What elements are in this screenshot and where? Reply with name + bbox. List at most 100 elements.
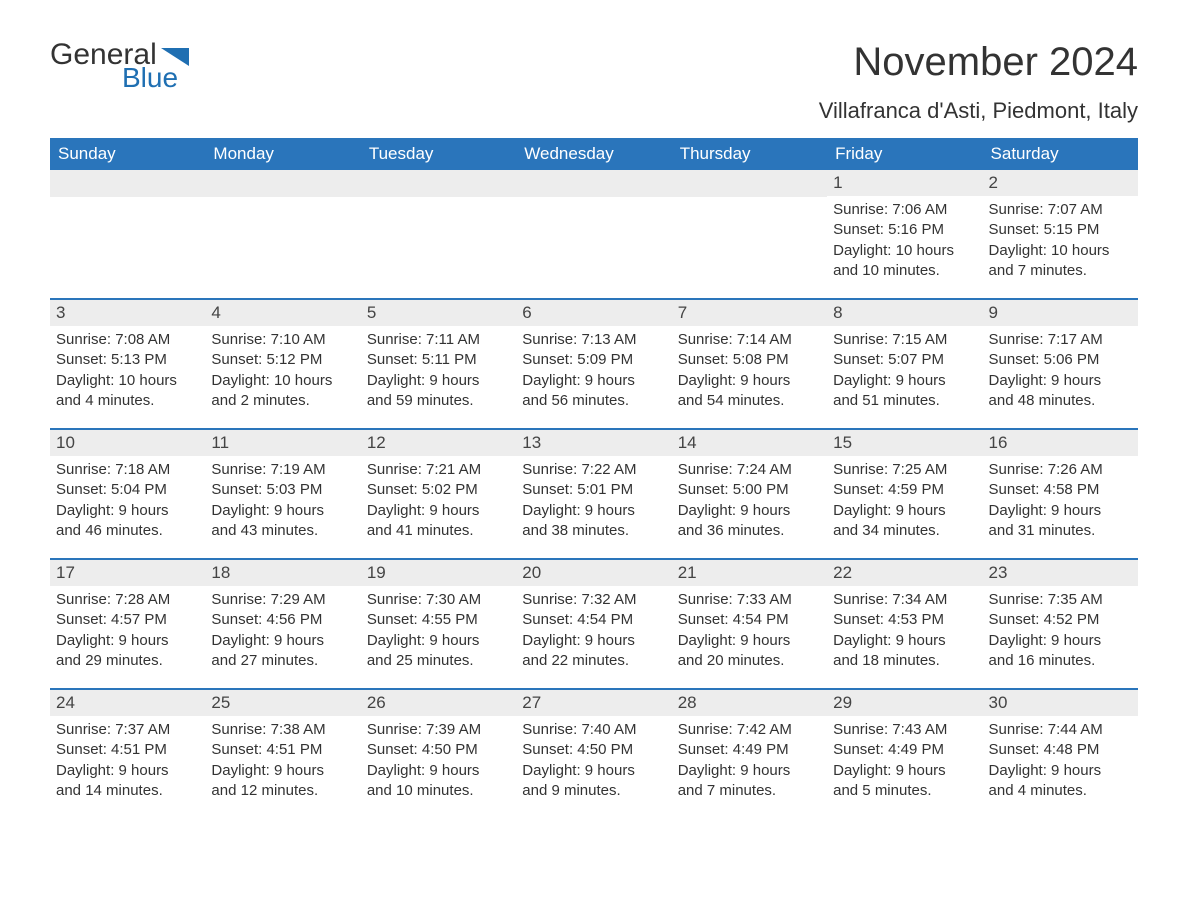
daylight2-text: and 36 minutes. [678, 521, 821, 541]
sunrise-text: Sunrise: 7:29 AM [211, 590, 354, 610]
day-details: Sunrise: 7:32 AMSunset: 4:54 PMDaylight:… [516, 586, 671, 681]
sunset-text: Sunset: 4:56 PM [211, 610, 354, 630]
day-details: Sunrise: 7:21 AMSunset: 5:02 PMDaylight:… [361, 456, 516, 551]
day-details: Sunrise: 7:40 AMSunset: 4:50 PMDaylight:… [516, 716, 671, 811]
day-number: 12 [361, 430, 516, 456]
daylight2-text: and 43 minutes. [211, 521, 354, 541]
daylight1-text: Daylight: 10 hours [833, 241, 976, 261]
sunset-text: Sunset: 4:49 PM [678, 740, 821, 760]
daylight2-text: and 10 minutes. [833, 261, 976, 281]
day-number: 8 [827, 300, 982, 326]
day-header: Friday [827, 138, 982, 170]
day-cell: 27Sunrise: 7:40 AMSunset: 4:50 PMDayligh… [516, 690, 671, 818]
daylight2-text: and 12 minutes. [211, 781, 354, 801]
day-details: Sunrise: 7:22 AMSunset: 5:01 PMDaylight:… [516, 456, 671, 551]
sunrise-text: Sunrise: 7:32 AM [522, 590, 665, 610]
day-details: Sunrise: 7:07 AMSunset: 5:15 PMDaylight:… [983, 196, 1138, 291]
day-number [361, 170, 516, 197]
daylight2-text: and 41 minutes. [367, 521, 510, 541]
sunset-text: Sunset: 5:08 PM [678, 350, 821, 370]
day-details: Sunrise: 7:17 AMSunset: 5:06 PMDaylight:… [983, 326, 1138, 421]
day-details: Sunrise: 7:30 AMSunset: 4:55 PMDaylight:… [361, 586, 516, 681]
sunrise-text: Sunrise: 7:06 AM [833, 200, 976, 220]
day-number: 30 [983, 690, 1138, 716]
daylight1-text: Daylight: 9 hours [989, 631, 1132, 651]
day-cell [361, 170, 516, 298]
daylight2-text: and 7 minutes. [989, 261, 1132, 281]
sunset-text: Sunset: 4:58 PM [989, 480, 1132, 500]
daylight2-text: and 34 minutes. [833, 521, 976, 541]
daylight1-text: Daylight: 9 hours [522, 631, 665, 651]
day-number: 17 [50, 560, 205, 586]
day-cell: 7Sunrise: 7:14 AMSunset: 5:08 PMDaylight… [672, 300, 827, 428]
day-details: Sunrise: 7:06 AMSunset: 5:16 PMDaylight:… [827, 196, 982, 291]
day-header: Sunday [50, 138, 205, 170]
daylight1-text: Daylight: 9 hours [56, 631, 199, 651]
sunset-text: Sunset: 4:59 PM [833, 480, 976, 500]
daylight1-text: Daylight: 9 hours [522, 501, 665, 521]
day-number: 26 [361, 690, 516, 716]
sunrise-text: Sunrise: 7:42 AM [678, 720, 821, 740]
daylight1-text: Daylight: 9 hours [367, 761, 510, 781]
day-header: Thursday [672, 138, 827, 170]
sunrise-text: Sunrise: 7:21 AM [367, 460, 510, 480]
day-cell: 15Sunrise: 7:25 AMSunset: 4:59 PMDayligh… [827, 430, 982, 558]
daylight1-text: Daylight: 9 hours [367, 501, 510, 521]
daylight1-text: Daylight: 9 hours [211, 631, 354, 651]
logo: General Blue [50, 40, 189, 92]
daylight1-text: Daylight: 9 hours [367, 371, 510, 391]
day-cell: 12Sunrise: 7:21 AMSunset: 5:02 PMDayligh… [361, 430, 516, 558]
daylight2-text: and 59 minutes. [367, 391, 510, 411]
day-cell: 28Sunrise: 7:42 AMSunset: 4:49 PMDayligh… [672, 690, 827, 818]
sunrise-text: Sunrise: 7:10 AM [211, 330, 354, 350]
day-details: Sunrise: 7:34 AMSunset: 4:53 PMDaylight:… [827, 586, 982, 681]
sunrise-text: Sunrise: 7:13 AM [522, 330, 665, 350]
daylight1-text: Daylight: 9 hours [522, 371, 665, 391]
sunrise-text: Sunrise: 7:18 AM [56, 460, 199, 480]
sunset-text: Sunset: 5:09 PM [522, 350, 665, 370]
sunset-text: Sunset: 5:11 PM [367, 350, 510, 370]
daylight1-text: Daylight: 9 hours [833, 761, 976, 781]
daylight2-text: and 29 minutes. [56, 651, 199, 671]
daylight2-text: and 16 minutes. [989, 651, 1132, 671]
day-number: 10 [50, 430, 205, 456]
weeks-container: 1Sunrise: 7:06 AMSunset: 5:16 PMDaylight… [50, 170, 1138, 818]
week-row: 3Sunrise: 7:08 AMSunset: 5:13 PMDaylight… [50, 298, 1138, 428]
sunset-text: Sunset: 4:57 PM [56, 610, 199, 630]
day-number: 9 [983, 300, 1138, 326]
day-number: 2 [983, 170, 1138, 196]
day-details: Sunrise: 7:44 AMSunset: 4:48 PMDaylight:… [983, 716, 1138, 811]
sunset-text: Sunset: 4:51 PM [56, 740, 199, 760]
daylight1-text: Daylight: 9 hours [211, 761, 354, 781]
day-cell: 8Sunrise: 7:15 AMSunset: 5:07 PMDaylight… [827, 300, 982, 428]
sunrise-text: Sunrise: 7:43 AM [833, 720, 976, 740]
day-details: Sunrise: 7:39 AMSunset: 4:50 PMDaylight:… [361, 716, 516, 811]
day-details: Sunrise: 7:08 AMSunset: 5:13 PMDaylight:… [50, 326, 205, 421]
day-number: 25 [205, 690, 360, 716]
sunset-text: Sunset: 4:54 PM [522, 610, 665, 630]
day-number [50, 170, 205, 197]
daylight1-text: Daylight: 9 hours [989, 371, 1132, 391]
daylight1-text: Daylight: 9 hours [56, 761, 199, 781]
sunrise-text: Sunrise: 7:33 AM [678, 590, 821, 610]
day-details: Sunrise: 7:35 AMSunset: 4:52 PMDaylight:… [983, 586, 1138, 681]
daylight2-text: and 27 minutes. [211, 651, 354, 671]
sunset-text: Sunset: 4:50 PM [367, 740, 510, 760]
day-number: 18 [205, 560, 360, 586]
daylight1-text: Daylight: 9 hours [678, 761, 821, 781]
day-header: Saturday [983, 138, 1138, 170]
daylight1-text: Daylight: 9 hours [833, 371, 976, 391]
week-row: 1Sunrise: 7:06 AMSunset: 5:16 PMDaylight… [50, 170, 1138, 298]
day-cell: 3Sunrise: 7:08 AMSunset: 5:13 PMDaylight… [50, 300, 205, 428]
daylight2-text: and 18 minutes. [833, 651, 976, 671]
sunset-text: Sunset: 4:53 PM [833, 610, 976, 630]
sunset-text: Sunset: 5:06 PM [989, 350, 1132, 370]
day-details: Sunrise: 7:28 AMSunset: 4:57 PMDaylight:… [50, 586, 205, 681]
day-cell [516, 170, 671, 298]
day-cell: 4Sunrise: 7:10 AMSunset: 5:12 PMDaylight… [205, 300, 360, 428]
day-cell: 11Sunrise: 7:19 AMSunset: 5:03 PMDayligh… [205, 430, 360, 558]
sunset-text: Sunset: 5:03 PM [211, 480, 354, 500]
sunset-text: Sunset: 4:49 PM [833, 740, 976, 760]
day-details: Sunrise: 7:37 AMSunset: 4:51 PMDaylight:… [50, 716, 205, 811]
day-details: Sunrise: 7:26 AMSunset: 4:58 PMDaylight:… [983, 456, 1138, 551]
